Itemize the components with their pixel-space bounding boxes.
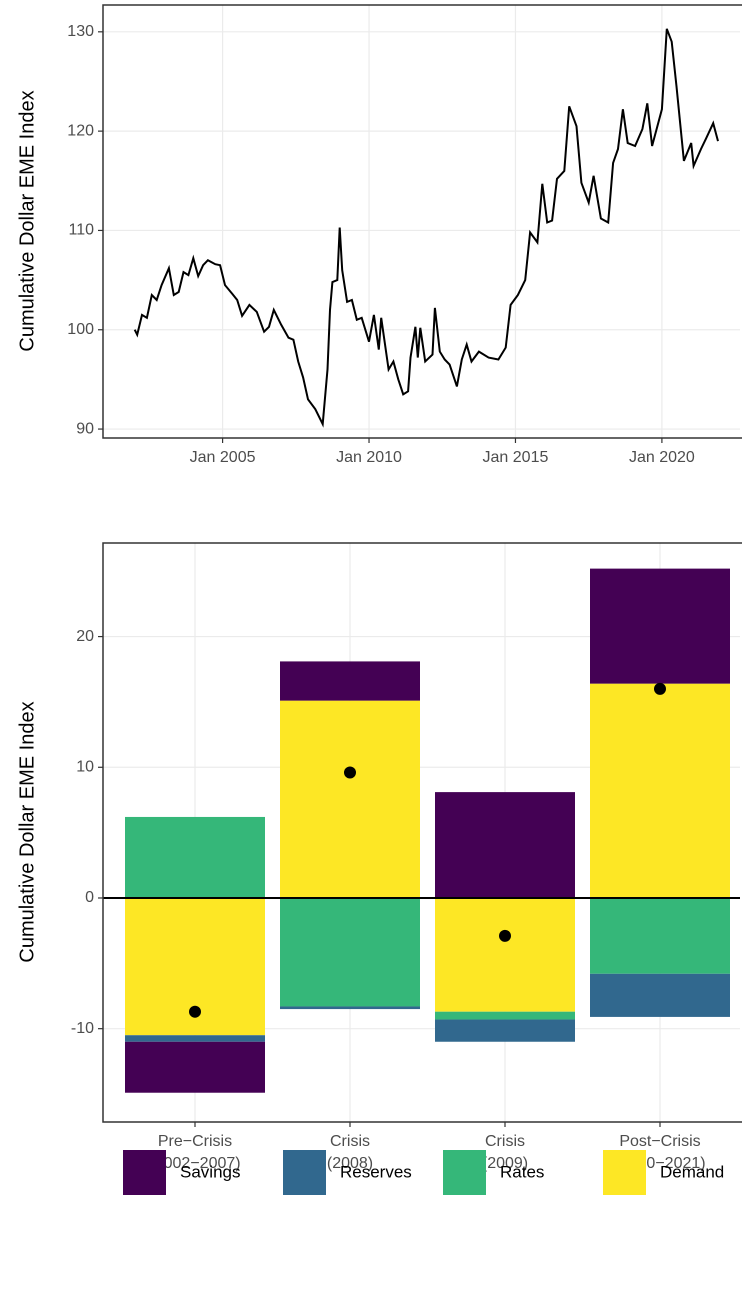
legend-label: Rates <box>500 1162 544 1181</box>
x-tick-label: Jan 2015 <box>483 449 549 466</box>
x-tick-label: Jan 2010 <box>336 449 402 466</box>
x-tick-label: (2008) <box>327 1155 373 1172</box>
bar-segment <box>435 897 575 1012</box>
bar-segment <box>125 1035 265 1042</box>
panel-border <box>102 4 742 439</box>
bar-segment <box>590 568 730 684</box>
legend-label: Reserves <box>340 1162 412 1181</box>
y-tick-label: 0 <box>85 889 94 906</box>
bar-segment <box>590 683 730 898</box>
x-tick-label: Crisis <box>330 1133 370 1150</box>
y-tick-label: -10 <box>71 1020 94 1037</box>
net-dot <box>654 682 666 695</box>
bar-segment <box>280 700 420 898</box>
y-axis-title: Cumulative Dollar EME Index <box>16 701 38 962</box>
x-tick-label: (2002−2007) <box>149 1155 240 1172</box>
x-tick-label: Crisis <box>485 1133 525 1150</box>
x-tick-label: Jan 2005 <box>190 449 256 466</box>
bar-segment <box>125 816 265 898</box>
bar-segment <box>280 1006 420 1010</box>
legend-key <box>443 1150 486 1195</box>
y-tick-label: 20 <box>76 628 94 645</box>
legend-label: Demand <box>660 1162 724 1181</box>
y-tick-label: 90 <box>76 420 94 437</box>
y-tick-label: 130 <box>67 23 94 40</box>
net-dot <box>344 766 356 779</box>
bar-segment <box>590 973 730 1017</box>
legend-key <box>283 1150 326 1195</box>
x-tick-label: (2009) <box>482 1155 528 1172</box>
y-tick-label: 120 <box>67 122 94 139</box>
line <box>133 28 719 428</box>
legend-label: Savings <box>180 1162 240 1181</box>
net-dot <box>189 1005 201 1018</box>
bar-segment <box>280 661 420 701</box>
x-tick-label: Jan 2020 <box>629 449 695 466</box>
y-tick-label: 10 <box>76 758 94 775</box>
legend-key <box>123 1150 166 1195</box>
bar-segment <box>435 792 575 898</box>
x-tick-label: Post−Crisis <box>619 1133 700 1150</box>
y-axis-title: Cumulative Dollar EME Index <box>16 90 38 351</box>
legend-key <box>603 1150 646 1195</box>
bar-segment <box>280 897 420 1007</box>
x-tick-label: Pre−Crisis <box>158 1133 232 1150</box>
bar-segment <box>125 1041 265 1093</box>
panel-border <box>102 542 742 1123</box>
y-tick-label: 100 <box>67 321 94 338</box>
bar-segment <box>435 1011 575 1020</box>
bar-segment <box>435 1019 575 1042</box>
bar-segment <box>590 897 730 974</box>
net-dot <box>499 929 511 942</box>
y-tick-label: 110 <box>68 222 94 239</box>
